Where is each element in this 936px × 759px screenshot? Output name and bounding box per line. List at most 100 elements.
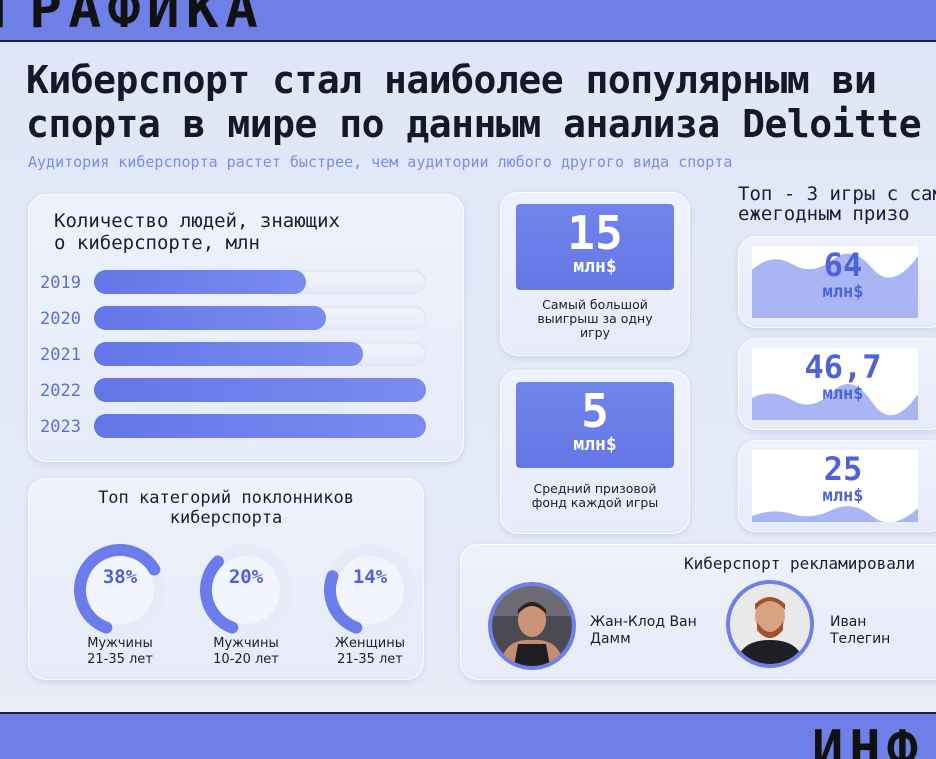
bar-track: [94, 414, 426, 438]
stat-description-line-3: игру: [579, 325, 611, 340]
donut-chart: [73, 544, 166, 636]
bar-track: [94, 306, 426, 330]
donut-label-line-1: Мужчины: [213, 636, 279, 651]
stat-unit: млн$: [573, 434, 617, 455]
donut-percent: 14%: [352, 566, 388, 588]
bar-row: 2022: [40, 378, 440, 404]
stat-unit: млн$: [573, 256, 617, 277]
bar-track: [94, 378, 426, 402]
person-name-line-1: Жан-Клод Ван: [590, 614, 697, 630]
donut-label-line-1: Мужчины: [87, 636, 153, 651]
top-games-title-line-1: Топ - 3 игры с сам: [738, 184, 936, 205]
donut-label: Мужчины 21-35 лет: [56, 636, 184, 668]
bar-fill: [94, 306, 326, 330]
top-game-card: 46,7 млн$: [738, 338, 936, 430]
top-game-card: 64 млн$: [738, 236, 936, 328]
bar-year-label: 2022: [40, 381, 81, 401]
audience-chart-title-line-1: Количество людей, знающих: [54, 210, 340, 232]
game-prize-value: 64: [823, 246, 863, 284]
person-name-line-2: Телегин: [830, 631, 891, 647]
bar-year-label: 2019: [40, 273, 81, 293]
headline: Киберспорт стал наиболее популярным ви с…: [26, 58, 936, 150]
donut-arc: [200, 544, 292, 636]
headline-line-1: Киберспорт стал наиболее популярным ви: [26, 58, 877, 102]
donut-arc: [73, 544, 166, 636]
headline-line-2: спорта в мире по данным анализа Deloitte: [26, 102, 922, 146]
bar-row: 2020: [40, 306, 440, 332]
top-games-title-line-2: ежегодным призо: [738, 203, 910, 224]
person-photo-icon: [730, 584, 810, 664]
wave-icon: [752, 450, 918, 522]
person-name: Жан-Клод Ван Дамм: [590, 614, 697, 648]
game-prize-unit: млн$: [822, 384, 864, 404]
bar-track: [94, 270, 426, 294]
wave-shape: [752, 253, 918, 318]
donut-percent: 38%: [102, 566, 138, 588]
donut-label: Мужчины 10-20 лет: [182, 636, 310, 668]
donut-label-line-1: Женщины: [335, 636, 405, 651]
stat-description: Средний призовой фонд каждой игры: [510, 482, 680, 510]
stat-card-max-prize: 15 млн$ Самый большой выигрыш за одну иг…: [500, 192, 690, 356]
bottom-banner: ИНФ: [0, 712, 936, 759]
donut-label: Женщины 21-35 лет: [306, 636, 434, 668]
bottom-banner-text: ИНФ: [812, 720, 924, 759]
bar-row: 2023: [40, 414, 440, 440]
donut-percent: 20%: [228, 566, 264, 588]
bar-year-label: 2023: [40, 417, 81, 437]
donut-label-line-2: 21-35 лет: [87, 652, 153, 667]
wave-icon: [752, 246, 918, 318]
game-prize-unit: млн$: [822, 486, 864, 506]
audience-chart-title: Количество людей, знающих о киберспорте,…: [54, 210, 434, 254]
stat-description-line-2: выигрыш за одну: [537, 311, 653, 326]
fan-donut: 38% Мужчины 21-35 лет: [62, 540, 166, 667]
game-prize-value: 25: [823, 450, 863, 488]
stat-description: Самый большой выигрыш за одну игру: [510, 298, 680, 340]
stat-highlight: 5 млн$: [516, 382, 674, 468]
stat-description-line-2: фонд каждой игры: [531, 495, 659, 510]
top-banner: ГРАФИКА: [0, 0, 936, 42]
fan-categories-title-line-2: киберспорта: [169, 508, 283, 528]
donut-label-line-2: 10-20 лет: [213, 652, 279, 667]
person-name-line-1: Иван: [830, 614, 867, 630]
stat-value: 5: [581, 384, 609, 438]
bar-fill: [94, 414, 426, 438]
stat-description-line-1: Средний призовой: [533, 481, 657, 496]
person-name-line-2: Дамм: [590, 631, 631, 647]
stat-description-line-1: Самый большой: [542, 297, 648, 312]
stat-card-avg-prize: 5 млн$ Средний призовой фонд каждой игры: [500, 370, 690, 534]
audience-chart-card: Количество людей, знающих о киберспорте,…: [28, 194, 464, 462]
person-name: Иван Телегин: [830, 614, 890, 648]
wave-shape: [752, 384, 918, 420]
donut-label-line-2: 21-35 лет: [337, 652, 403, 667]
fan-categories-title: Топ категорий поклонников киберспорта: [28, 488, 424, 528]
audience-chart-title-line-2: о киберспорте, млн: [54, 232, 260, 254]
bar-track: [94, 342, 426, 366]
top-games-title: Топ - 3 игры с сам ежегодным призо: [738, 184, 936, 224]
avatar-telegin: [726, 580, 814, 668]
game-prize-unit: млн$: [822, 282, 864, 302]
game-prize-value: 46,7: [804, 348, 882, 386]
stat-value: 15: [567, 206, 623, 260]
avatar-van-damme: [488, 582, 576, 670]
subheadline: Аудитория киберспорта растет быстрее, че…: [28, 153, 733, 171]
donut-arc: [324, 544, 416, 636]
advertised-by-title: Киберспорт рекламировали: [684, 554, 916, 573]
person-photo-icon: [492, 586, 572, 666]
bar-year-label: 2020: [40, 309, 81, 329]
bar-fill: [94, 342, 363, 366]
fan-donut: 14% Женщины 21-35 лет: [312, 540, 416, 667]
bar-row: 2019: [40, 270, 440, 296]
bar-row: 2021: [40, 342, 440, 368]
wave-icon: [752, 348, 918, 420]
fan-categories-title-line-1: Топ категорий поклонников: [98, 488, 354, 508]
stat-highlight: 15 млн$: [516, 204, 674, 290]
donut-chart: [200, 544, 292, 636]
advertised-by-card: Киберспорт рекламировали Жан-Клод Ван Да…: [460, 544, 936, 680]
bar-fill: [94, 378, 426, 402]
top-game-card: 25 млн$: [738, 440, 936, 532]
donut-chart: [324, 544, 416, 636]
wave-shape: [752, 506, 918, 522]
bar-year-label: 2021: [40, 345, 81, 365]
fan-categories-card: Топ категорий поклонников киберспорта 38…: [28, 478, 424, 680]
bar-fill: [94, 270, 306, 294]
